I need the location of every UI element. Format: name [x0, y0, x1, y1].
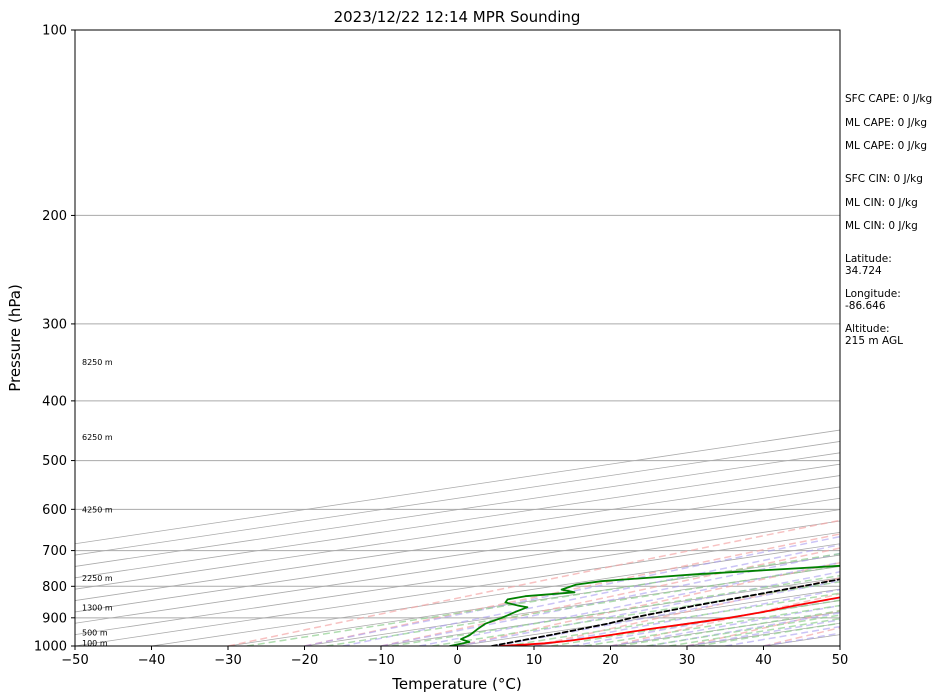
x-tick-label: −20 — [291, 653, 318, 668]
height-label: 2250 m — [82, 574, 113, 583]
x-tick-label: 30 — [679, 653, 696, 668]
sfc-cape-text: SFC CAPE: 0 J/kg — [845, 93, 932, 105]
y-tick-label: 300 — [42, 317, 67, 332]
dry-adiabat-line — [227, 519, 840, 646]
dry-adiabat-line — [457, 561, 840, 646]
moist-adiabat-line — [380, 552, 840, 646]
isotherm-line — [75, 463, 840, 579]
x-axis-label: Temperature (°C) — [391, 675, 521, 693]
mixing-ratio-line — [697, 622, 840, 646]
axis-ticks: −50 −40 −30 −20 −10 0 10 20 30 40 50 100 200 300 400 50… — [34, 24, 848, 669]
mixing-ratio-line — [669, 617, 840, 646]
y-tick-label: 500 — [42, 454, 67, 469]
longitude-label: Longitude: — [845, 288, 901, 300]
moist-adiabat-line — [495, 580, 840, 646]
x-tick-label: 0 — [453, 653, 461, 668]
height-label: 6250 m — [82, 433, 113, 442]
altitude-value: 215 m AGL — [845, 335, 903, 347]
latitude-label: Latitude: — [845, 253, 892, 265]
y-tick-label: 600 — [42, 503, 67, 518]
y-tick-label: 400 — [42, 394, 67, 409]
isotherm-line — [75, 520, 840, 636]
sfc-cin-text: SFC CIN: 0 J/kg — [845, 173, 923, 185]
isotherm-line — [75, 452, 840, 567]
y-tick-label: 900 — [42, 611, 67, 626]
info-panel: SFC CAPE: 0 J/kg ML CAPE: 0 J/kg ML CAPE… — [845, 93, 932, 347]
y-tick-label: 1000 — [34, 640, 67, 655]
y-tick-label: 800 — [42, 580, 67, 595]
longitude-value: -86.646 — [845, 300, 886, 312]
height-label: 1300 m — [82, 604, 113, 613]
mixing-ratio-line — [326, 564, 840, 646]
isotherm-line — [75, 429, 840, 545]
height-label: 100 m — [82, 639, 108, 648]
background-lines — [75, 30, 840, 646]
ml-cape-text-2: ML CAPE: 0 J/kg — [845, 140, 927, 152]
ml-cin-text: ML CIN: 0 J/kg — [845, 197, 918, 209]
height-labels: 100 m 500 m 1300 m 2250 m 4250 m 6250 m 8250 m — [82, 358, 113, 648]
x-tick-label: 40 — [755, 653, 772, 668]
y-tick-label: 100 — [42, 24, 67, 39]
series-line-1 — [449, 564, 840, 646]
x-tick-label: 50 — [832, 653, 849, 668]
ml-cape-text: ML CAPE: 0 J/kg — [845, 117, 927, 129]
isotherm-line — [75, 509, 840, 624]
x-tick-label: −10 — [367, 653, 394, 668]
data-lines — [449, 564, 840, 646]
altitude-label: Altitude: — [845, 323, 890, 335]
latitude-value: 34.724 — [845, 265, 882, 277]
isotherm-line — [75, 475, 840, 590]
moist-adiabat-line — [419, 561, 840, 646]
height-label: 500 m — [82, 628, 108, 637]
chart-title: 2023/12/22 12:14 MPR Sounding — [334, 8, 581, 26]
x-tick-label: −40 — [138, 653, 165, 668]
mixing-ratio-line — [505, 592, 840, 646]
isotherm-line — [75, 531, 840, 646]
x-tick-label: −50 — [61, 653, 88, 668]
x-tick-label: 20 — [602, 653, 619, 668]
y-axis-label: Pressure (hPa) — [6, 284, 24, 392]
x-tick-label: −30 — [214, 653, 241, 668]
x-tick-label: 10 — [526, 653, 543, 668]
series-line-0 — [498, 596, 840, 646]
isotherm-line — [75, 441, 840, 556]
height-label: 4250 m — [82, 505, 113, 514]
ml-cin-text-2: ML CIN: 0 J/kg — [845, 220, 918, 232]
mixing-ratio-line — [646, 614, 840, 646]
mixing-ratio-line — [246, 552, 840, 646]
y-tick-label: 200 — [42, 209, 67, 224]
isotherm-line — [75, 486, 840, 601]
isotherm-line — [151, 543, 840, 646]
isotherm-line — [75, 497, 840, 613]
plot-frame — [74, 29, 841, 647]
y-tick-label: 700 — [42, 544, 67, 559]
height-label: 8250 m — [82, 358, 113, 367]
